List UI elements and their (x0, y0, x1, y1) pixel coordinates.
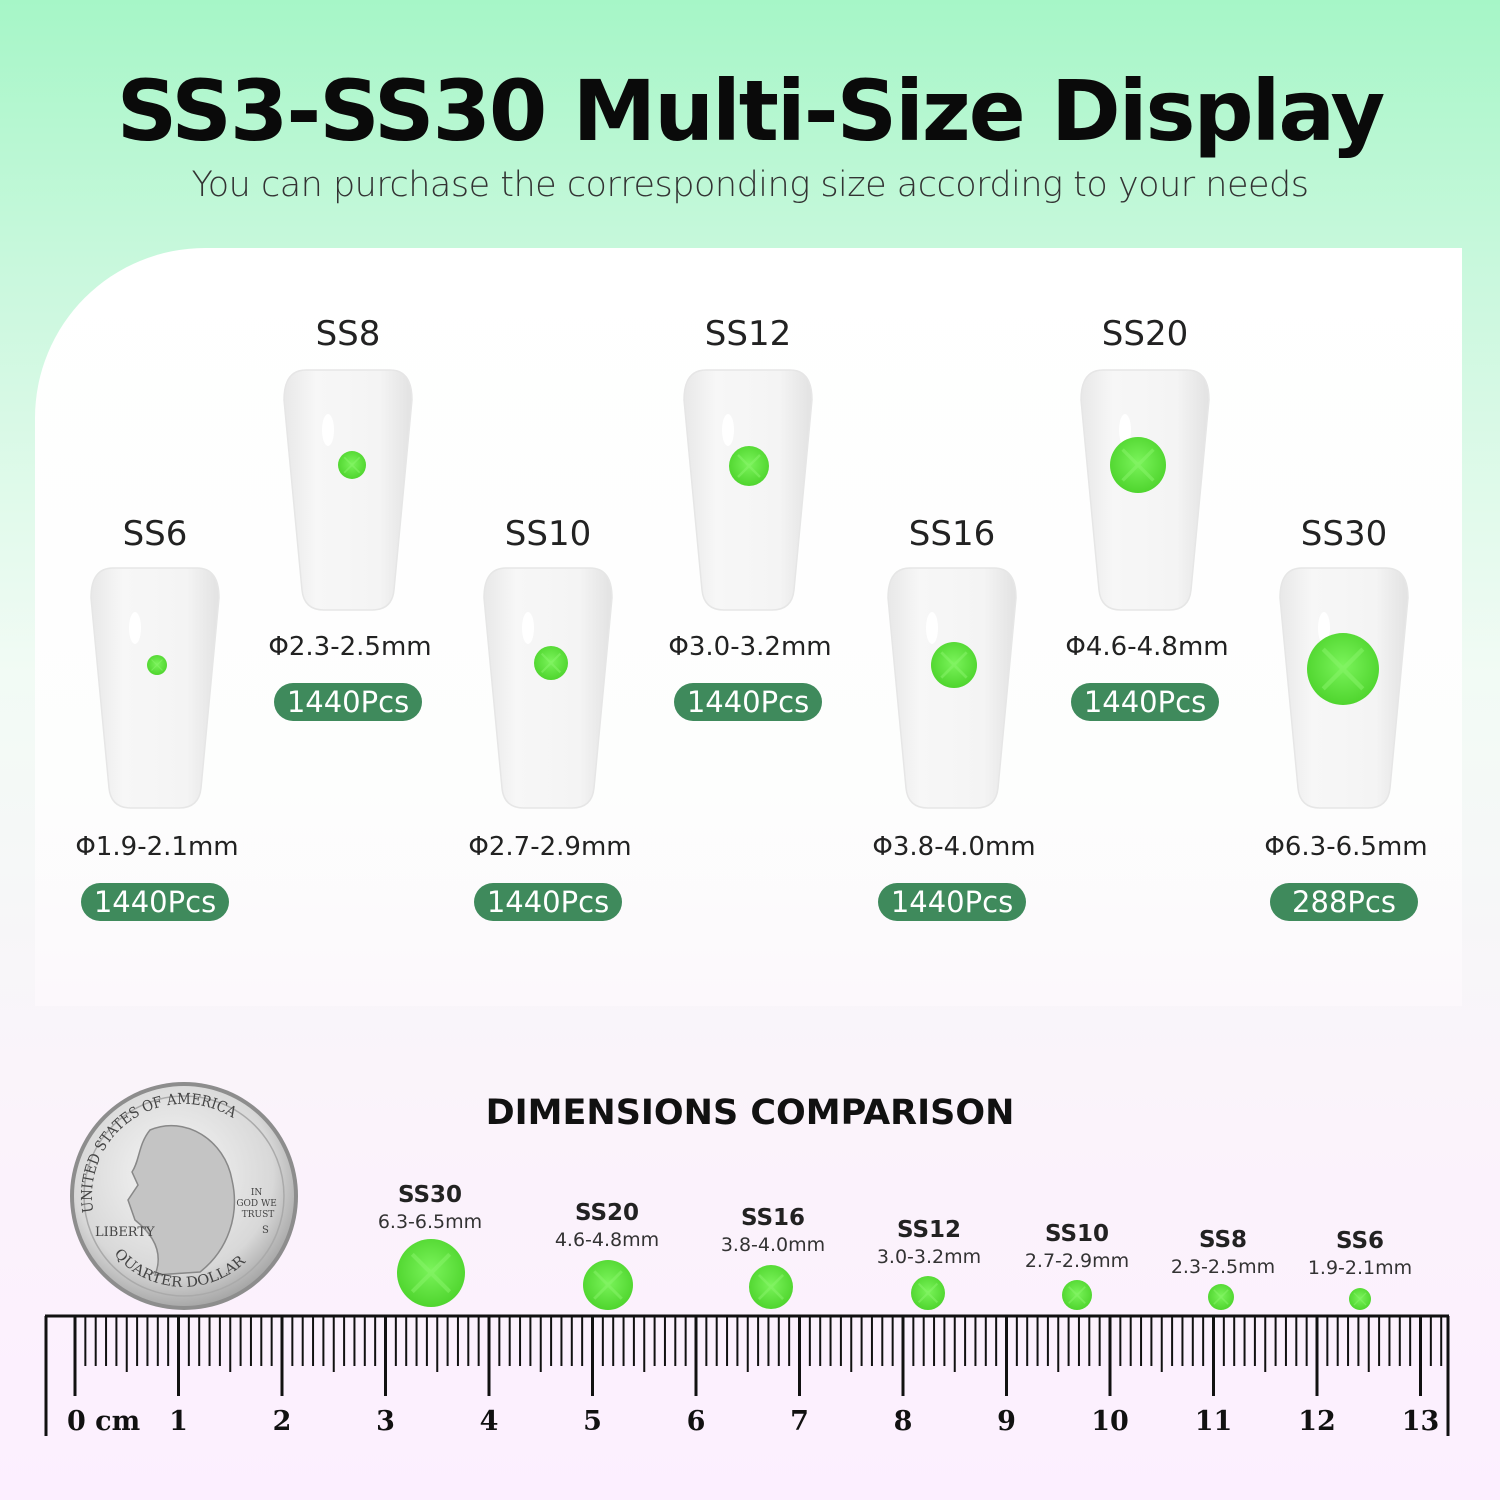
nail-size-label: SS6 (122, 514, 188, 554)
nail-size-label: SS20 (1101, 314, 1189, 354)
comparison-size-label: SS16 (740, 1205, 806, 1231)
nail-count-badge: 1440Pcs (674, 683, 822, 721)
nail-tip (887, 567, 1017, 809)
nail-diameter: Φ4.6-4.8mm (1065, 632, 1229, 662)
comparison-rhinestones (397, 1239, 1371, 1310)
page-subtitle: You can purchase the corresponding size … (191, 165, 1309, 205)
nail-count-badge: 1440Pcs (878, 883, 1026, 921)
comparison-title: DIMENSIONS COMPARISON (485, 1093, 1015, 1133)
nail-tip (90, 567, 220, 809)
ruler-label: 7 (790, 1406, 809, 1437)
nail-diameter: Φ1.9-2.1mm (75, 832, 239, 862)
nail-diameter: Φ3.8-4.0mm (872, 832, 1036, 862)
comparison-size-label: SS12 (896, 1217, 962, 1243)
ruler-label: 4 (480, 1406, 499, 1437)
comparison-diameter: 3.8-4.0mm (720, 1234, 826, 1256)
ruler: 0 cm 1 2 3 4 5 6 7 8 9 10 11 12 13 (44, 1314, 1450, 1437)
nail-tip (283, 369, 413, 611)
ruler-label: 3 (376, 1406, 395, 1437)
ruler-label: 0 cm (67, 1406, 140, 1437)
ruler-label: 2 (273, 1406, 292, 1437)
nail-size-label: SS8 (315, 314, 381, 354)
ruler-label: 9 (997, 1406, 1016, 1437)
nail-count-badge: 288Pcs (1270, 883, 1418, 921)
nail-count-badge: 1440Pcs (474, 883, 622, 921)
ruler-label: 6 (687, 1406, 706, 1437)
comparison-diameter: 6.3-6.5mm (377, 1211, 483, 1233)
nail-tip (1279, 567, 1409, 809)
ruler-label: 12 (1298, 1406, 1336, 1437)
ruler-label: 8 (894, 1406, 913, 1437)
coin-liberty-text: LIBERTY (95, 1225, 155, 1240)
nail-count-badge: 1440Pcs (81, 883, 229, 921)
comparison-diameter: 2.3-2.5mm (1170, 1256, 1276, 1278)
nail-tip (483, 567, 613, 809)
nail-diameter: Φ6.3-6.5mm (1264, 832, 1428, 862)
nail-size-label: SS10 (504, 514, 592, 554)
comparison-diameter: 3.0-3.2mm (876, 1246, 982, 1268)
nail-diameter: Φ2.7-2.9mm (468, 832, 632, 862)
comparison-size-label: SS6 (1335, 1228, 1385, 1254)
nail-count-badge: 1440Pcs (274, 683, 422, 721)
comparison-diameter: 1.9-2.1mm (1307, 1257, 1413, 1279)
comparison-diameter: 4.6-4.8mm (554, 1229, 660, 1251)
comparison-size-label: SS30 (397, 1182, 463, 1208)
nail-count-badge: 1440Pcs (1071, 683, 1219, 721)
comparison-diameter: 2.7-2.9mm (1024, 1250, 1130, 1272)
nail-diameter: Φ3.0-3.2mm (668, 632, 832, 662)
ruler-label: 1 (169, 1406, 188, 1437)
ruler-label: 11 (1195, 1406, 1233, 1437)
coin-motto-text: IN GOD WE TRUST (236, 1188, 279, 1220)
page-title: SS3-SS30 Multi-Size Display (116, 62, 1386, 160)
comparison-size-label: SS10 (1044, 1221, 1110, 1247)
ruler-label: 13 (1402, 1406, 1440, 1437)
nail-size-label: SS30 (1300, 514, 1388, 554)
nail-diameter: Φ2.3-2.5mm (268, 632, 432, 662)
comparison-size-label: SS8 (1198, 1227, 1248, 1253)
ruler-label: 10 (1091, 1406, 1129, 1437)
coin-mint-mark: S (262, 1225, 269, 1236)
quarter-coin-image: UNITED STATES OF AMERICA QUARTER DOLLAR … (70, 1082, 298, 1310)
nail-tip (1080, 369, 1210, 611)
nail-tip (683, 369, 813, 611)
comparison-size-label: SS20 (574, 1200, 640, 1226)
nail-size-label: SS12 (704, 314, 792, 354)
ruler-label: 5 (583, 1406, 602, 1437)
nail-size-label: SS16 (908, 514, 996, 554)
